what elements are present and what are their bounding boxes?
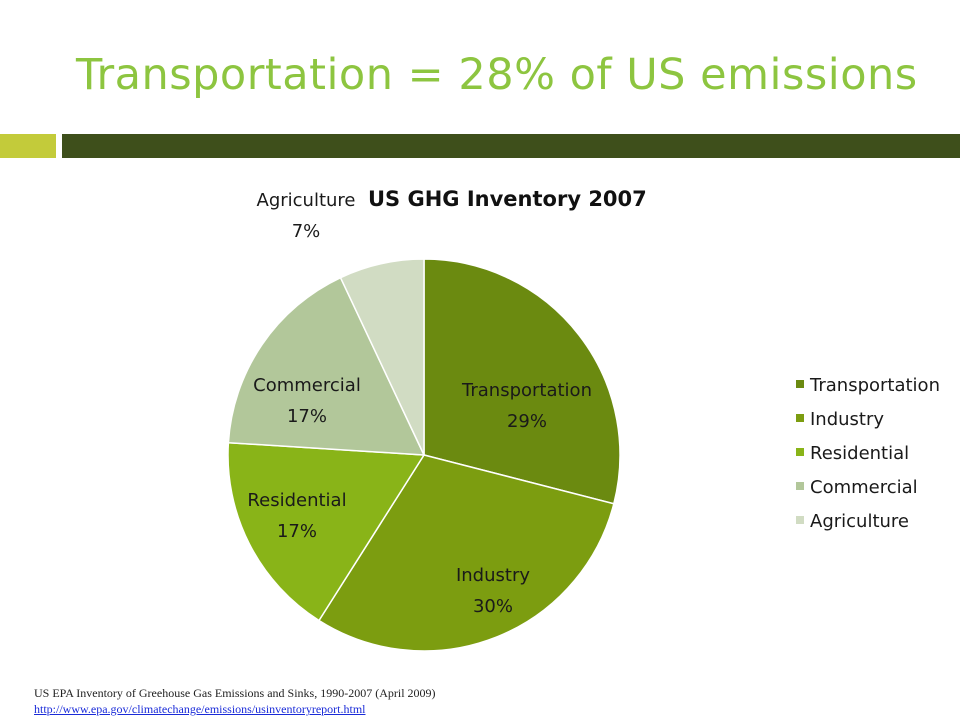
slice-value-commercial: 17%	[287, 406, 327, 427]
pie-slice-agriculture	[339, 258, 425, 456]
slice-label-residential: Residential	[247, 490, 346, 511]
legend-swatch-residential	[796, 448, 804, 456]
source-citation: US EPA Inventory of Greehouse Gas Emissi…	[34, 686, 436, 700]
slice-value-industry: 30%	[473, 596, 513, 617]
pie-slice-labels: Transportation 29% Industry 30% Residential 1…	[247, 190, 592, 617]
pie-slice-transportation	[423, 258, 621, 505]
pie-slice-residential	[227, 441, 426, 622]
chart-title: US GHG Inventory 2007	[368, 187, 647, 211]
slice-label-agriculture: Agriculture	[257, 190, 356, 211]
source-link[interactable]: http://www.epa.gov/climatechange/emissio…	[34, 702, 366, 716]
pie-slice-commercial	[227, 276, 426, 456]
slice-label-transportation: Transportation	[461, 380, 592, 401]
slice-value-agriculture: 7%	[292, 221, 321, 242]
legend-label-agriculture: Agriculture	[810, 511, 909, 532]
legend: Transportation Industry Residential Commerc…	[796, 375, 940, 532]
legend-label-industry: Industry	[810, 409, 884, 430]
pie-slice-industry	[317, 454, 615, 652]
legend-swatch-agriculture	[796, 516, 804, 524]
slice-label-industry: Industry	[456, 565, 530, 586]
pie-slices	[227, 258, 621, 652]
slice-value-transportation: 29%	[507, 411, 547, 432]
legend-label-commercial: Commercial	[810, 477, 918, 498]
legend-label-transportation: Transportation	[809, 375, 940, 396]
legend-label-residential: Residential	[810, 443, 909, 464]
legend-swatch-commercial	[796, 482, 804, 490]
accent-square	[0, 134, 56, 158]
slice-label-commercial: Commercial	[253, 375, 361, 396]
accent-bar	[62, 134, 960, 158]
legend-swatch-transportation	[796, 380, 804, 388]
legend-swatch-industry	[796, 414, 804, 422]
slice-value-residential: 17%	[277, 521, 317, 542]
slide-title: Transportation = 28% of US emissions	[76, 50, 918, 100]
